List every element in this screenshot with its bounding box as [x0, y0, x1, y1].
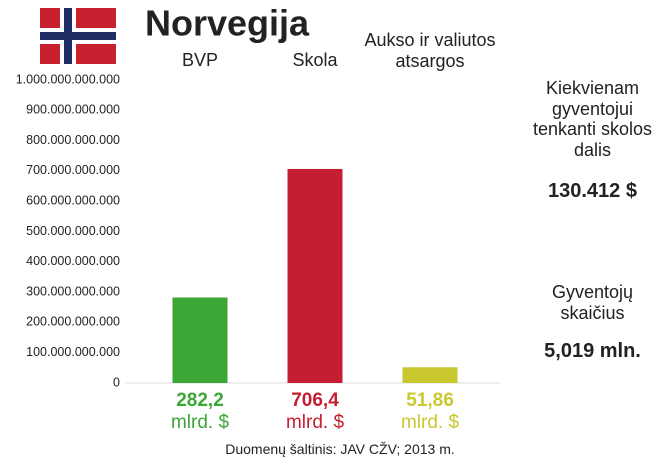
y-tick-label: 700.000.000.000 — [26, 163, 120, 177]
y-tick-label: 400.000.000.000 — [26, 254, 120, 268]
unit-label: mlrd. $ — [170, 412, 230, 433]
unit-label: mlrd. $ — [285, 412, 345, 433]
value-label: 282,2 — [176, 390, 224, 411]
y-tick-label: 600.000.000.000 — [26, 193, 120, 207]
source: Duomenų šaltinis: JAV CŽV; 2013 m. — [225, 441, 455, 457]
value-label: 706,4 — [291, 390, 339, 411]
unit-label: mlrd. $ — [400, 412, 460, 433]
y-tick-label: 100.000.000.000 — [26, 345, 120, 359]
bar — [172, 297, 228, 383]
bar — [402, 367, 458, 383]
y-tick-label: 0 — [113, 375, 120, 389]
bar — [287, 168, 343, 383]
y-tick-label: 900.000.000.000 — [26, 103, 120, 117]
category-label: Skola — [292, 50, 338, 70]
y-tick-label: 300.000.000.000 — [26, 284, 120, 298]
y-tick-label: 500.000.000.000 — [26, 224, 120, 238]
category-label: Aukso ir valiutos atsargos — [364, 30, 496, 71]
y-tick-label: 800.000.000.000 — [26, 133, 120, 147]
y-tick-label: 200.000.000.000 — [26, 315, 120, 329]
side-note-label: Kiekvienam gyventojui tenkanti skolos da… — [532, 78, 653, 161]
side-note-label: Gyventojų skaičius — [551, 282, 634, 323]
y-tick-label: 1.000.000.000.000 — [16, 72, 120, 86]
flag — [40, 8, 116, 64]
side-note-value: 130.412 $ — [548, 180, 637, 202]
category-label: BVP — [181, 50, 219, 70]
side-note-value: 5,019 mln. — [544, 340, 641, 362]
chart-title: Norvegija — [145, 3, 310, 44]
value-label: 51,86 — [406, 390, 454, 411]
